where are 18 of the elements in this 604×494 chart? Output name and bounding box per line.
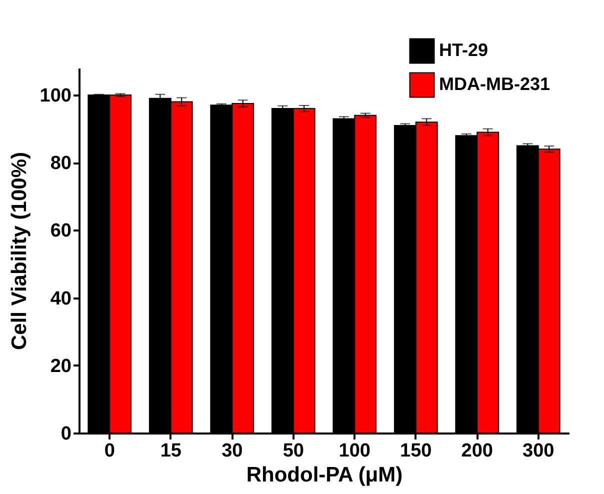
y-tick-label: 40	[50, 288, 72, 310]
legend-label: HT-29	[439, 40, 488, 60]
x-tick-label: 200	[461, 440, 493, 462]
y-tick-label: 100	[40, 86, 72, 107]
x-axis-title: Rhodol-PA (μM)	[246, 464, 403, 486]
x-tick-label: 100	[338, 440, 370, 462]
legend-label: MDA-MB-231	[439, 74, 550, 94]
y-tick-label: 20	[50, 356, 72, 377]
x-tick-label: 150	[400, 440, 432, 462]
y-tick-label: 80	[50, 153, 72, 174]
x-tick-label: 0	[104, 440, 115, 462]
y-tick-label: 0	[60, 424, 72, 444]
x-tick-label: 30	[222, 440, 243, 462]
x-tick-label: 50	[282, 440, 304, 462]
y-axis-title: Cell Viability (100%)	[8, 152, 31, 350]
y-tick-label: 60	[50, 220, 72, 242]
x-tick-label: 15	[160, 440, 182, 462]
x-tick-label: 300	[522, 440, 554, 462]
